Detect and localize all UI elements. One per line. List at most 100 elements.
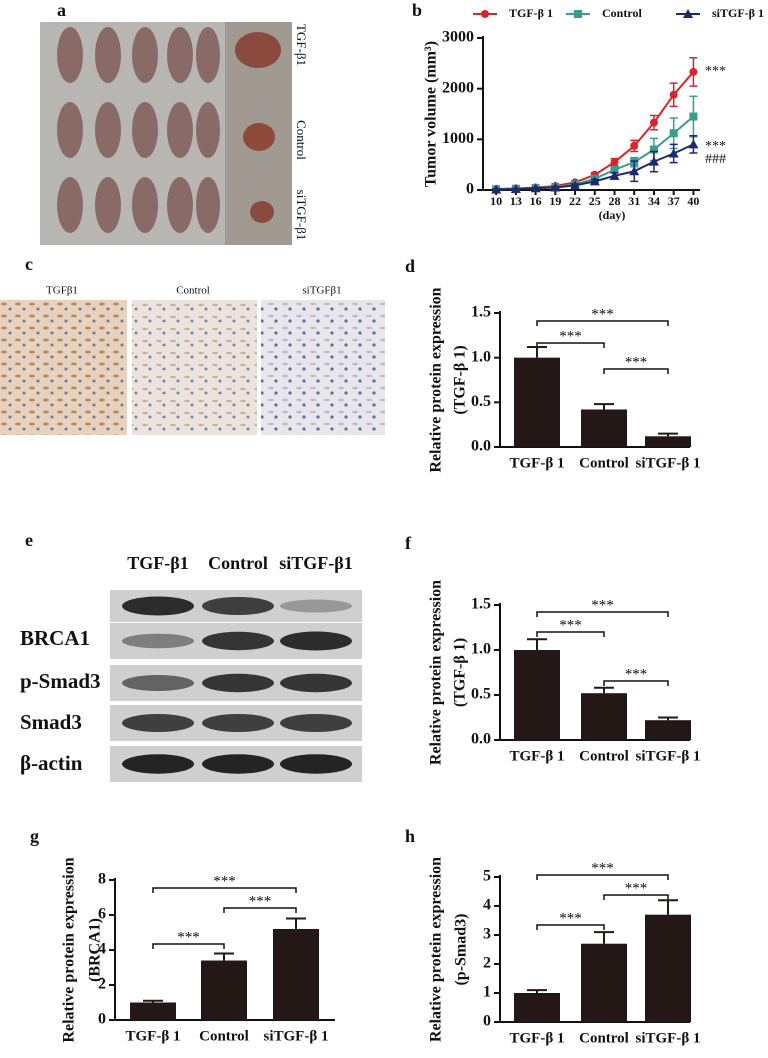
- x-tick-label: 22: [569, 194, 581, 208]
- marker: [510, 183, 521, 193]
- blot-band: [122, 714, 194, 732]
- bar: [645, 914, 691, 1022]
- x-tick-label: 40: [687, 194, 699, 208]
- y-tick-label: 2: [98, 976, 106, 993]
- significance: ***: [705, 139, 726, 154]
- blot-band: [202, 597, 274, 615]
- y-axis-label: (TGF-β 1): [452, 638, 469, 707]
- panel-letter: h: [405, 826, 415, 846]
- y-tick-label: 2: [483, 955, 491, 972]
- significance: ***: [625, 666, 648, 682]
- marker: [688, 139, 699, 149]
- significance: ###: [705, 152, 726, 167]
- bar: [581, 693, 627, 740]
- y-axis-label: (TGF-β 1): [452, 345, 469, 414]
- significance-bracket: [536, 631, 605, 637]
- blot-band: [202, 673, 274, 693]
- marker: [574, 10, 582, 18]
- blot-band: [202, 714, 274, 732]
- marker: [689, 112, 698, 121]
- panel-letter: a: [57, 0, 66, 20]
- significance: ***: [705, 64, 726, 79]
- marker: [610, 158, 619, 167]
- bar: [273, 929, 319, 1020]
- blot-band: [280, 714, 352, 732]
- marker: [683, 9, 693, 18]
- significance-bracket: [536, 874, 669, 880]
- y-tick-label: 0: [483, 1013, 491, 1030]
- lane-label: TGF-β1: [127, 553, 188, 573]
- panel-letter: b: [412, 0, 422, 20]
- error-bar: [594, 403, 614, 410]
- x-tick-label: siTGF-β 1: [636, 1030, 701, 1046]
- y-axis-label: (BRCA1): [87, 918, 104, 982]
- marker: [649, 145, 658, 154]
- marker: [570, 180, 581, 190]
- error-bar: [658, 432, 678, 437]
- significance-bracket: [536, 611, 669, 617]
- y-tick-label: 0.0: [471, 731, 491, 748]
- blot-band: [122, 596, 194, 616]
- y-tick-label: 0: [98, 1011, 106, 1028]
- x-tick-label: Control: [199, 1028, 249, 1044]
- marker: [689, 67, 698, 76]
- significance-bracket: [152, 887, 297, 893]
- row-label: β-actin: [20, 751, 83, 775]
- y-tick-label: 0.5: [471, 393, 491, 410]
- error-bar: [143, 999, 163, 1003]
- marker: [530, 183, 541, 193]
- blot-band: [280, 754, 352, 774]
- error-bar: [594, 686, 614, 694]
- significance: ***: [591, 860, 614, 876]
- significance: ***: [559, 910, 582, 926]
- bar: [514, 357, 560, 447]
- significance: ***: [249, 893, 272, 909]
- error-bar: [214, 952, 234, 961]
- significance: ***: [177, 929, 200, 945]
- error-bar: [594, 931, 614, 944]
- western-blot: [110, 590, 362, 782]
- legend-label: siTGF-β 1: [712, 6, 764, 20]
- y-tick-label: 1.0: [471, 641, 491, 658]
- group-label: Control: [294, 120, 309, 160]
- y-axis-label: Relative protein expression: [61, 857, 78, 1042]
- x-tick-label: 37: [668, 194, 680, 208]
- significance-bracket: [536, 320, 669, 326]
- bar: [581, 409, 627, 447]
- y-axis-label: Relative protein expression: [428, 287, 445, 472]
- significance-bracket: [536, 924, 605, 930]
- image-label: siTGFβ1: [302, 285, 341, 297]
- y-tick-label: 0: [466, 181, 474, 198]
- marker: [669, 90, 678, 99]
- significance-bracket: [603, 368, 669, 374]
- y-tick-label: 0.5: [471, 686, 491, 703]
- blot-band: [202, 631, 274, 651]
- y-tick-label: 8: [98, 871, 106, 888]
- x-tick-label: TGF-β 1: [510, 1030, 565, 1046]
- marker: [668, 148, 679, 158]
- error-bar: [658, 716, 678, 721]
- error-bar: [527, 345, 547, 358]
- x-tick-label: TGF-β 1: [126, 1028, 181, 1044]
- error-bar: [286, 917, 306, 929]
- ihc-image: [132, 300, 257, 435]
- y-tick-label: 1000: [442, 130, 474, 147]
- marker: [649, 118, 658, 127]
- x-axis-label: (day): [599, 208, 626, 222]
- panel-letter: d: [405, 256, 415, 276]
- significance: ***: [625, 880, 648, 896]
- error-bar: [527, 638, 547, 650]
- panel-letter: e: [25, 530, 33, 550]
- y-tick-label: 4: [483, 897, 491, 914]
- marker: [609, 170, 620, 180]
- significance: ***: [559, 617, 582, 633]
- x-tick-label: 34: [648, 194, 660, 208]
- bar: [645, 720, 691, 740]
- y-tick-label: 1: [483, 984, 491, 1001]
- mice-photo: [40, 22, 292, 245]
- y-tick-label: 1.0: [471, 348, 491, 365]
- group-label: TGF-β1: [294, 24, 309, 66]
- x-tick-label: Control: [579, 1030, 629, 1046]
- y-tick-label: 4: [98, 941, 106, 958]
